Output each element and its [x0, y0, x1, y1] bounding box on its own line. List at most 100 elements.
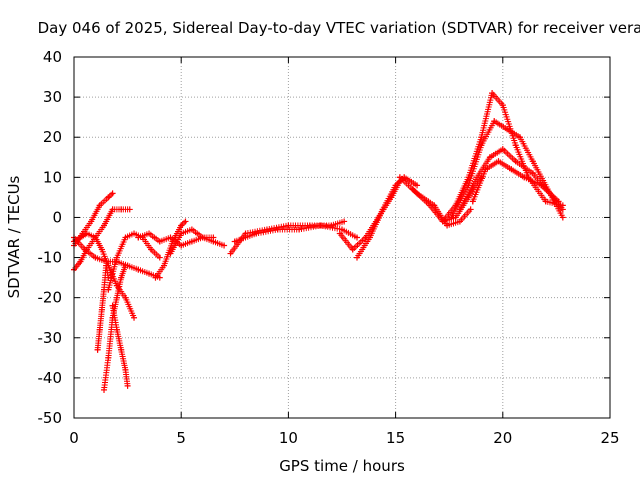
x-tick-label: 20: [493, 429, 512, 447]
data-point: [105, 354, 112, 361]
y-tick-label: 20: [43, 128, 62, 146]
data-point: [92, 254, 99, 261]
x-tick-label: 15: [386, 429, 405, 447]
data-point: [529, 158, 536, 165]
data-point: [559, 206, 566, 213]
data-point: [409, 186, 416, 193]
data-point: [182, 218, 189, 225]
data-point: [366, 234, 373, 241]
data-point: [161, 262, 168, 269]
data-point: [456, 218, 463, 225]
data-point: [469, 198, 476, 205]
data-point: [98, 246, 105, 253]
data-point: [118, 346, 125, 353]
data-point: [105, 286, 112, 293]
data-point: [542, 198, 549, 205]
y-tick-label: 10: [43, 168, 62, 186]
data-point: [495, 158, 502, 165]
data-point: [396, 174, 403, 181]
data-point: [439, 218, 446, 225]
series-track-21: [469, 158, 562, 205]
data-point: [101, 386, 108, 393]
data-point: [77, 234, 84, 241]
series-track-11: [167, 226, 228, 257]
data-point: [354, 254, 361, 261]
data-point: [529, 170, 536, 177]
data-point: [336, 230, 343, 237]
data-point: [456, 206, 463, 213]
data-point: [188, 238, 195, 245]
series-track-6: [101, 262, 129, 393]
data-series: [71, 90, 566, 393]
data-point: [122, 262, 129, 269]
data-point: [96, 202, 103, 209]
x-tick-labels: 0 5 10 15 20 25: [69, 429, 619, 447]
data-point: [88, 218, 95, 225]
data-point: [126, 206, 133, 213]
x-tick-label: 10: [279, 429, 298, 447]
data-point: [105, 194, 112, 201]
data-point: [448, 214, 455, 221]
data-point: [491, 118, 498, 125]
x-axis-label: GPS time / hours: [279, 457, 405, 475]
data-point: [499, 102, 506, 109]
data-point: [444, 222, 451, 229]
data-point: [339, 226, 345, 233]
data-point: [135, 266, 142, 273]
data-point: [285, 222, 292, 229]
axis-ticks: [73, 56, 611, 419]
data-point: [135, 234, 142, 241]
data-point: [274, 226, 281, 233]
data-point: [392, 182, 399, 189]
x-tick-label: 5: [176, 429, 186, 447]
plot-border: [73, 56, 611, 419]
data-point: [489, 90, 496, 97]
data-point: [96, 326, 103, 333]
data-point: [101, 222, 108, 229]
data-point: [478, 142, 485, 149]
data-point: [122, 234, 129, 241]
grid-lines: [74, 57, 610, 418]
data-point: [131, 314, 138, 321]
data-point: [103, 262, 110, 269]
data-point: [167, 250, 174, 257]
data-point: [426, 202, 433, 209]
y-tick-label: 40: [43, 48, 62, 66]
chart-title: Day 046 of 2025, Sidereal Day-to-day VTE…: [38, 19, 640, 37]
data-point: [118, 206, 125, 213]
data-point: [131, 230, 138, 237]
data-point: [253, 230, 260, 237]
data-point: [227, 250, 234, 257]
data-point: [478, 134, 485, 141]
data-point: [508, 166, 515, 173]
series-track-10: [152, 218, 189, 281]
data-point: [109, 190, 116, 197]
data-point: [231, 238, 238, 245]
data-point: [118, 274, 125, 281]
x-tick-label: 0: [69, 429, 79, 447]
data-point: [156, 254, 163, 261]
data-point: [83, 230, 90, 237]
y-axis-label: SDTVAR / TECUs: [5, 175, 23, 298]
data-point: [521, 174, 528, 181]
data-point: [414, 182, 421, 189]
data-point: [92, 234, 99, 241]
data-point: [122, 294, 129, 301]
x-tick-label: 25: [600, 429, 619, 447]
data-point: [98, 306, 105, 313]
data-point: [499, 146, 506, 153]
data-point: [474, 174, 481, 181]
data-point: [178, 222, 185, 229]
data-point: [512, 158, 519, 165]
data-point: [296, 226, 303, 233]
data-point: [482, 166, 489, 173]
data-point: [124, 382, 131, 389]
data-point: [465, 182, 472, 189]
data-point: [178, 242, 185, 249]
data-point: [188, 226, 195, 233]
data-point: [349, 246, 356, 253]
data-point: [559, 214, 566, 221]
data-point: [199, 234, 206, 241]
data-point: [555, 198, 562, 205]
series-markers: [456, 146, 565, 219]
